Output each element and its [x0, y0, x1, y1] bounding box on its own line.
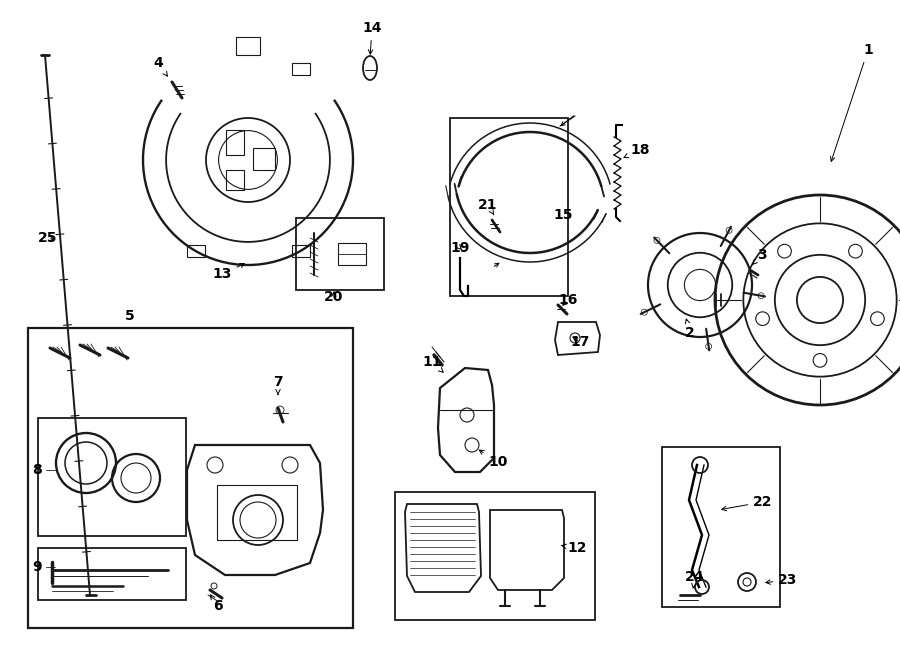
- Bar: [28, 328, 353, 628]
- Text: 14: 14: [362, 21, 382, 54]
- Text: 12: 12: [562, 541, 587, 555]
- Text: 20: 20: [324, 290, 344, 304]
- Text: 9: 9: [32, 560, 42, 574]
- Bar: [38, 418, 186, 536]
- Text: 4: 4: [153, 56, 167, 76]
- Text: 11: 11: [422, 355, 443, 372]
- Text: 17: 17: [571, 335, 590, 349]
- Text: 5: 5: [125, 309, 135, 323]
- Bar: [395, 492, 595, 620]
- Text: 18: 18: [624, 143, 650, 158]
- Bar: [186, 245, 204, 257]
- Text: 25: 25: [38, 231, 58, 245]
- Text: 1: 1: [831, 43, 873, 161]
- Text: 3: 3: [752, 248, 767, 264]
- Text: 19: 19: [450, 241, 470, 255]
- Text: 22: 22: [722, 495, 773, 511]
- Bar: [226, 170, 244, 190]
- Bar: [236, 37, 260, 55]
- Bar: [292, 245, 310, 257]
- Text: 6: 6: [211, 595, 223, 613]
- Bar: [450, 118, 568, 296]
- Text: 23: 23: [766, 573, 797, 587]
- Text: 7: 7: [274, 375, 283, 395]
- Bar: [296, 218, 384, 290]
- Text: 24: 24: [685, 570, 705, 588]
- Bar: [226, 130, 244, 155]
- Text: 15: 15: [553, 208, 572, 222]
- Bar: [662, 447, 780, 607]
- Text: 13: 13: [212, 264, 245, 281]
- Bar: [338, 243, 366, 265]
- Text: 10: 10: [480, 450, 508, 469]
- Text: 16: 16: [558, 293, 578, 307]
- Text: 2: 2: [685, 319, 695, 340]
- Bar: [217, 485, 297, 540]
- Bar: [253, 148, 275, 170]
- Bar: [292, 63, 310, 75]
- Text: 8: 8: [32, 463, 42, 477]
- Bar: [38, 548, 186, 600]
- Text: 21: 21: [478, 198, 498, 215]
